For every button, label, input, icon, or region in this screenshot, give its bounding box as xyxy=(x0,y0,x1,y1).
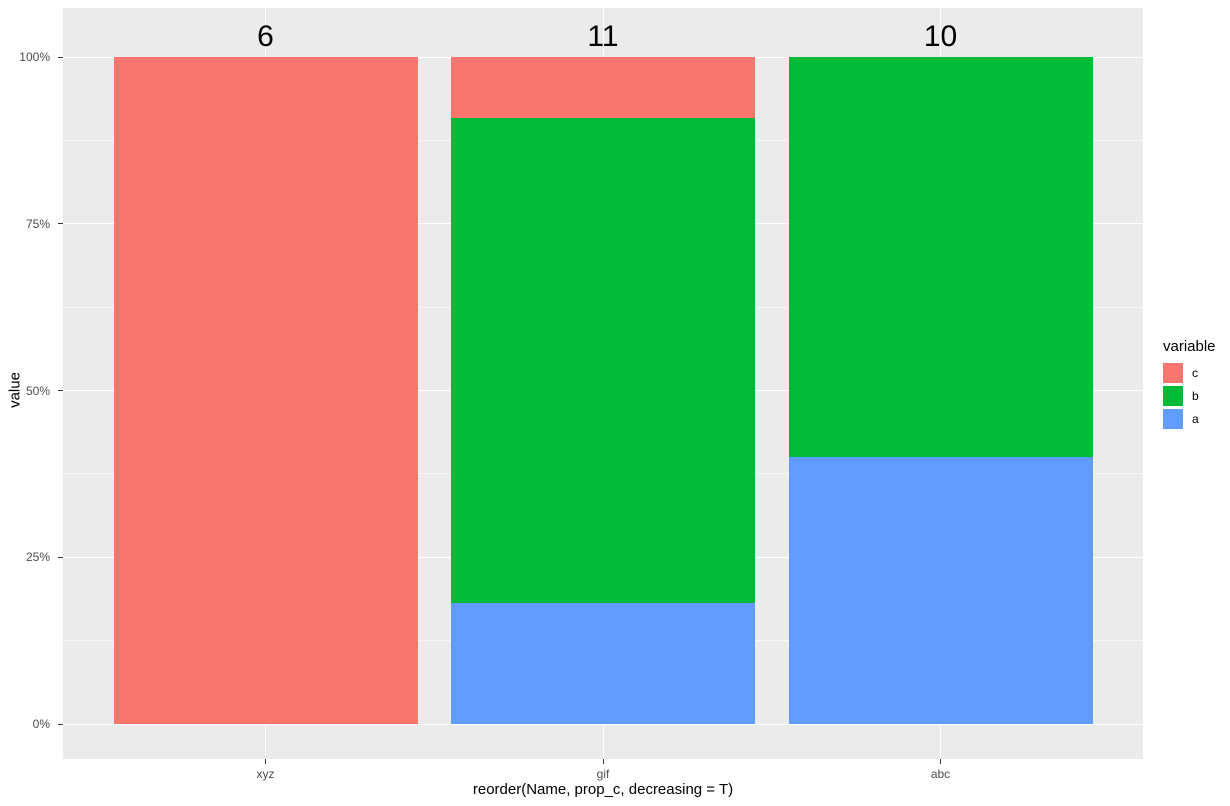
bar-total-label: 11 xyxy=(587,20,619,53)
legend-key-c-swatch xyxy=(1163,363,1183,383)
y-tick-mark xyxy=(58,223,63,225)
legend-label: a xyxy=(1192,412,1199,426)
x-tick-mark xyxy=(265,759,266,764)
y-tick-mark xyxy=(58,390,63,391)
legend-item-b: b xyxy=(1163,386,1216,406)
bar-segment-a-gif xyxy=(451,602,755,724)
plot-panel xyxy=(63,8,1143,759)
legend-key-b-swatch xyxy=(1163,386,1183,406)
x-tick-mark xyxy=(940,759,941,764)
bar-segment-c-gif xyxy=(451,57,755,118)
x-tick-label: abc xyxy=(930,767,951,781)
legend-item-c: c xyxy=(1163,363,1216,383)
legend-item-a: a xyxy=(1163,409,1216,429)
y-tick-label: 100% xyxy=(19,50,50,64)
bar-total-label: 6 xyxy=(257,20,274,53)
bar-segment-b-abc xyxy=(788,57,1093,458)
x-axis-title: reorder(Name, prop_c, decreasing = T) xyxy=(472,781,734,798)
bar-segment-a-abc xyxy=(788,457,1093,724)
legend-label: b xyxy=(1192,389,1199,403)
y-tick-label: 0% xyxy=(32,717,50,731)
y-tick-label: 50% xyxy=(25,383,50,398)
y-tick-mark xyxy=(58,556,63,558)
x-tick-label: xyz xyxy=(256,767,275,781)
y-tick-mark xyxy=(58,56,63,58)
bar-total-label: 10 xyxy=(923,20,958,53)
x-tick-mark xyxy=(602,759,604,764)
y-tick-label: 25% xyxy=(25,550,50,565)
y-tick-mark xyxy=(58,723,63,725)
legend-title: variable xyxy=(1163,338,1216,355)
x-tick-label: gif xyxy=(596,767,610,781)
bar-segment-b-gif xyxy=(451,117,755,603)
bar-segment-c-xyz xyxy=(113,57,418,724)
legend-key-a-swatch xyxy=(1163,409,1183,429)
legend-label: c xyxy=(1192,366,1198,380)
y-tick-label: 75% xyxy=(25,216,50,231)
